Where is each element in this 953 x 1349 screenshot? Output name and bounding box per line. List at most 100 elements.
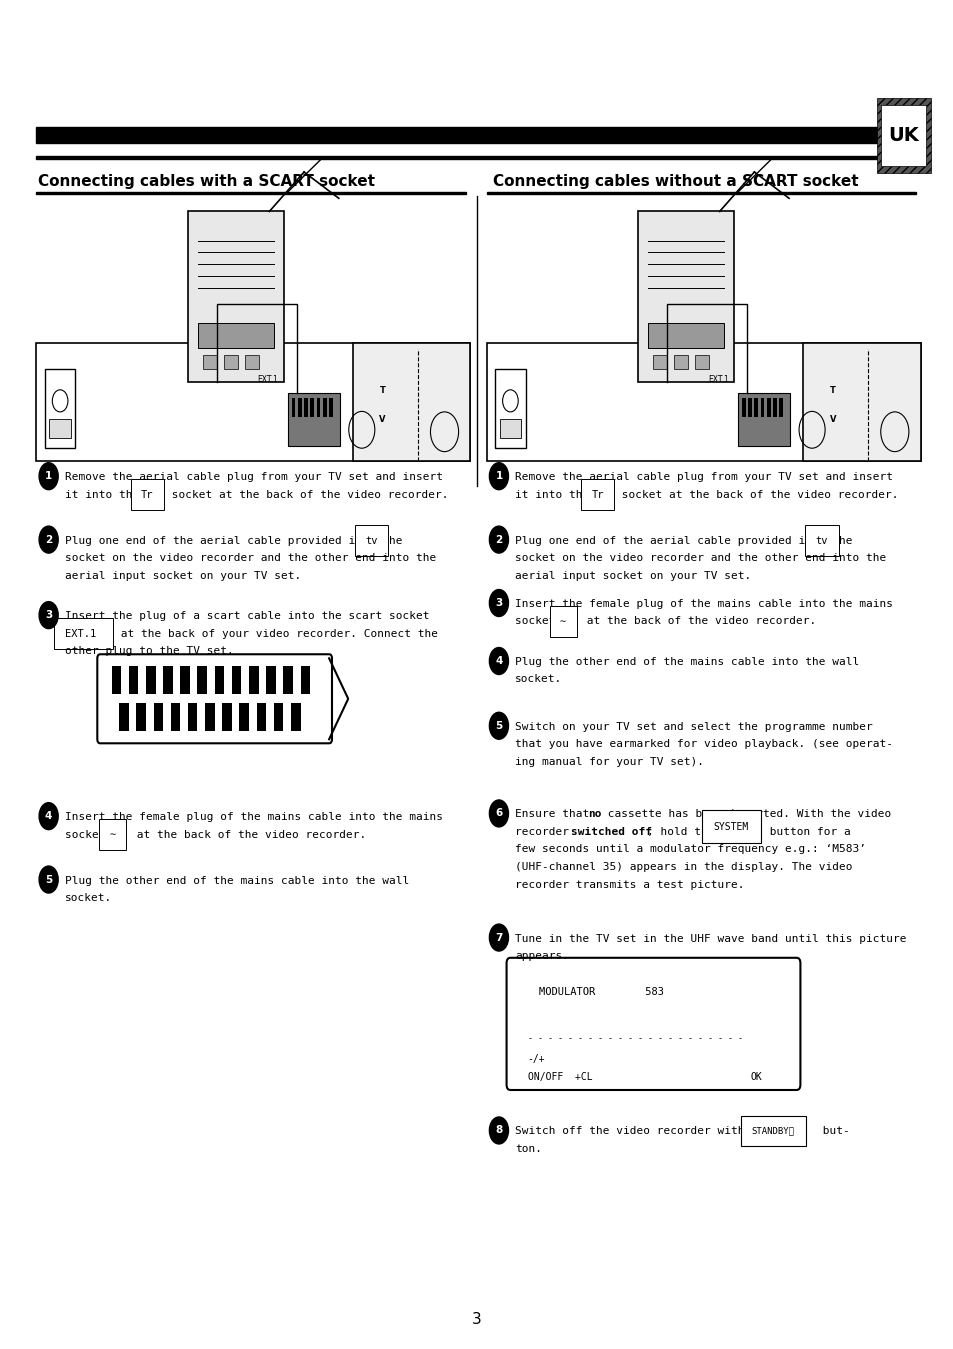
Bar	[486, 192, 915, 194]
Text: V: V	[828, 415, 835, 425]
Bar	[316, 398, 320, 417]
Text: 2: 2	[45, 534, 52, 545]
Bar	[45, 370, 75, 448]
Text: Remove the aerial cable plug from your TV set and insert: Remove the aerial cable plug from your T…	[515, 472, 892, 482]
Circle shape	[39, 602, 58, 629]
Bar	[647, 322, 723, 348]
Bar	[486, 343, 920, 461]
Text: Ensure that: Ensure that	[515, 809, 596, 819]
Text: Switch off the video recorder with the: Switch off the video recorder with the	[515, 1126, 778, 1136]
Text: Tune in the TV set in the UHF wave band until this picture: Tune in the TV set in the UHF wave band …	[515, 934, 905, 943]
Bar	[266, 665, 275, 693]
Text: 5: 5	[45, 874, 52, 885]
Bar	[652, 355, 666, 368]
Text: 2: 2	[495, 534, 502, 545]
Bar	[673, 355, 687, 368]
Text: it into the: it into the	[515, 490, 596, 499]
Text: Tr: Tr	[591, 490, 603, 499]
Text: socket.: socket.	[515, 674, 562, 684]
Bar	[297, 398, 301, 417]
Text: button for a: button for a	[762, 827, 850, 836]
Text: Switch on your TV set and select the programme number: Switch on your TV set and select the pro…	[515, 722, 872, 731]
Text: 5: 5	[495, 720, 502, 731]
Circle shape	[489, 712, 508, 739]
Text: - - - - - - - - - - - - - - - - - - - - - -: - - - - - - - - - - - - - - - - - - - - …	[527, 1033, 747, 1043]
Text: T: T	[829, 386, 835, 395]
Circle shape	[39, 463, 58, 490]
FancyBboxPatch shape	[97, 654, 332, 743]
Bar	[153, 703, 163, 731]
Text: that you have earmarked for video playback. (see operat-: that you have earmarked for video playba…	[515, 739, 892, 749]
Text: 4: 4	[45, 811, 52, 822]
Text: Plug one end of the aerial cable provided into the: Plug one end of the aerial cable provide…	[515, 536, 859, 545]
Bar	[249, 665, 258, 693]
Circle shape	[489, 1117, 508, 1144]
Bar	[766, 398, 770, 417]
Text: ∼: ∼	[110, 830, 116, 839]
Text: socket at the back of the video recorder.: socket at the back of the video recorder…	[165, 490, 448, 499]
Text: cassette has been inserted. With the video: cassette has been inserted. With the vid…	[600, 809, 890, 819]
Bar	[163, 665, 172, 693]
Bar	[232, 665, 241, 693]
Text: Remove the aerial cable plug from your TV set and insert: Remove the aerial cable plug from your T…	[65, 472, 442, 482]
Text: 8: 8	[495, 1125, 502, 1136]
Bar	[171, 703, 180, 731]
Bar	[499, 420, 520, 437]
FancyBboxPatch shape	[506, 958, 800, 1090]
Text: T: T	[379, 386, 385, 395]
Circle shape	[39, 866, 58, 893]
Circle shape	[489, 590, 508, 616]
Text: 3: 3	[495, 598, 502, 608]
Text: 1: 1	[495, 471, 502, 482]
Bar	[119, 703, 129, 731]
Text: socket at the back of the video recorder.: socket at the back of the video recorder…	[615, 490, 898, 499]
Text: Plug one end of the aerial cable provided into the: Plug one end of the aerial cable provide…	[65, 536, 409, 545]
Bar	[754, 398, 758, 417]
Bar	[197, 322, 274, 348]
Text: no: no	[587, 809, 600, 819]
Bar	[772, 398, 776, 417]
Text: recorder transmits a test picture.: recorder transmits a test picture.	[515, 880, 744, 889]
Text: Tr: Tr	[141, 490, 153, 499]
Bar	[36, 156, 877, 159]
Bar	[223, 355, 237, 368]
Text: tv: tv	[815, 536, 827, 545]
Text: ing manual for your TV set).: ing manual for your TV set).	[515, 757, 703, 766]
Text: V: V	[378, 415, 385, 425]
Bar	[300, 665, 310, 693]
Text: socket on the video recorder and the other end into the: socket on the video recorder and the oth…	[65, 553, 436, 563]
Text: it into the: it into the	[65, 490, 146, 499]
Text: 1: 1	[45, 471, 52, 482]
Bar	[129, 665, 138, 693]
Bar	[188, 703, 197, 731]
Bar	[292, 398, 295, 417]
Bar	[760, 398, 763, 417]
Circle shape	[39, 803, 58, 830]
Text: aerial input socket on your TV set.: aerial input socket on your TV set.	[515, 571, 751, 580]
Text: aerial input socket on your TV set.: aerial input socket on your TV set.	[65, 571, 301, 580]
Text: appears.: appears.	[515, 951, 569, 960]
Bar	[197, 665, 207, 693]
Bar	[112, 665, 121, 693]
Text: at the back of your video recorder. Connect the: at the back of your video recorder. Conn…	[114, 629, 438, 638]
Text: socket: socket	[515, 616, 562, 626]
Text: ton.: ton.	[515, 1144, 541, 1153]
Circle shape	[489, 800, 508, 827]
Text: STANDBY⏻: STANDBY⏻	[751, 1126, 794, 1136]
Text: Insert the plug of a scart cable into the scart socket: Insert the plug of a scart cable into th…	[65, 611, 429, 621]
Bar	[694, 355, 708, 368]
Text: recorder: recorder	[515, 827, 576, 836]
Text: ∼: ∼	[559, 616, 566, 626]
Text: Connecting cables with a SCART socket: Connecting cables with a SCART socket	[38, 174, 375, 189]
Bar	[322, 398, 326, 417]
Bar	[256, 703, 266, 731]
Text: 6: 6	[495, 808, 502, 819]
Text: Plug the other end of the mains cable into the wall: Plug the other end of the mains cable in…	[515, 657, 859, 666]
Bar	[274, 703, 283, 731]
Bar	[495, 370, 525, 448]
Text: 7: 7	[495, 932, 502, 943]
Circle shape	[489, 526, 508, 553]
Text: tv: tv	[365, 536, 377, 545]
Bar	[802, 343, 920, 461]
Bar	[288, 393, 339, 445]
